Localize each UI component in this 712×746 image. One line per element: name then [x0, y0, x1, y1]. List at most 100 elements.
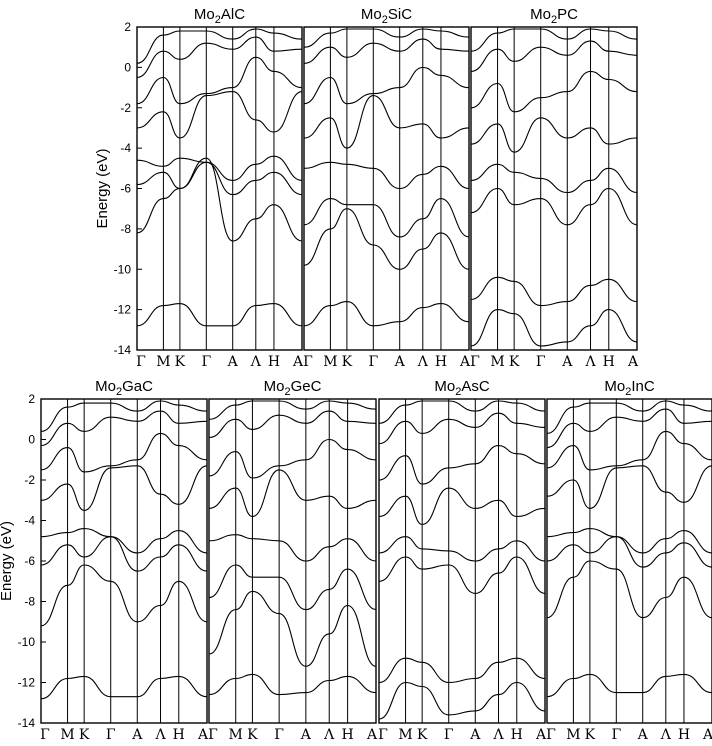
kpoint-label: A: [561, 354, 573, 370]
band-line: [209, 400, 376, 420]
band-line: [209, 534, 376, 562]
kpoint-label: A: [459, 354, 471, 370]
band-line: [304, 38, 469, 64]
kpoint-label: M: [60, 727, 74, 743]
band-line: [209, 673, 376, 696]
band-line: [547, 528, 712, 554]
kpoint-label: Γ: [611, 727, 621, 743]
y-tick-label: 2: [28, 392, 35, 406]
kpoint-label: Γ: [303, 354, 313, 370]
band-line: [379, 536, 545, 562]
kpoint-label: K: [342, 354, 353, 370]
band-line: [137, 157, 302, 242]
band-line: [547, 430, 712, 471]
band-line: [379, 412, 545, 445]
band-lines: [41, 400, 207, 700]
band-line: [304, 208, 469, 270]
kpoint-label: H: [173, 727, 185, 743]
panel-title: Mo2SiC: [361, 6, 412, 26]
panel-title: Mo2AsC: [434, 378, 489, 398]
kpoint-label: Λ: [250, 354, 262, 370]
band-line: [209, 438, 376, 479]
panel-frame: [303, 26, 470, 351]
band-line: [137, 36, 302, 79]
kpoint-label: K: [509, 354, 520, 370]
y-tick-label: -10: [114, 262, 132, 276]
band-line: [471, 276, 637, 307]
band-line: [471, 28, 637, 52]
band-line: [304, 161, 469, 190]
y-tick-label: -12: [114, 303, 132, 317]
panel-title: Mo2GeC: [264, 378, 322, 398]
kpoint-label: Λ: [417, 354, 429, 370]
kpoint-label: Γ: [470, 354, 480, 370]
panel-frame: [136, 26, 303, 351]
panel-title: Mo2PC: [530, 6, 578, 26]
band-line: [137, 303, 302, 327]
kpoint-label: Γ: [40, 727, 50, 743]
kpoint-label: A: [702, 727, 712, 743]
panel-title: Mo2AlC: [194, 6, 245, 26]
y-tick-label: -2: [24, 473, 35, 487]
band-lines: [471, 28, 637, 347]
y-tick-label: -4: [24, 514, 35, 528]
band-line: [41, 400, 207, 432]
band-line: [547, 408, 712, 449]
band-line: [209, 469, 376, 518]
kpoint-label: A: [394, 354, 406, 370]
band-line: [547, 673, 712, 698]
kpoint-label: A: [535, 727, 547, 743]
panel-frame: [378, 398, 546, 724]
kpoint-label: Γ: [106, 727, 116, 743]
kpoint-label: K: [585, 727, 596, 743]
kpoint-label: H: [511, 727, 523, 743]
kpoint-label: Λ: [584, 354, 596, 370]
kpoint-label: M: [156, 354, 170, 370]
kpoint-label: Λ: [154, 727, 166, 743]
kpoint-label: Γ: [378, 727, 388, 743]
kpoint-label: A: [227, 354, 239, 370]
y-tick-label: -8: [120, 222, 131, 236]
band-line: [304, 95, 469, 149]
kpoint-label: K: [175, 354, 186, 370]
kpoint-label: M: [398, 727, 412, 743]
kpoint-label: A: [300, 727, 312, 743]
kpoint-label: A: [627, 354, 639, 370]
band-line: [547, 465, 712, 509]
y-tick-label: -12: [18, 676, 36, 690]
band-line: [471, 117, 637, 153]
kpoint-label: Λ: [323, 727, 335, 743]
band-line: [547, 400, 712, 434]
band-line: [471, 70, 637, 113]
band-line: [547, 560, 712, 619]
kpoint-label: A: [197, 727, 209, 743]
band-line: [379, 445, 545, 485]
kpoint-label: K: [417, 727, 428, 743]
band-line: [209, 564, 376, 611]
band-line: [41, 675, 207, 700]
kpoint-label: K: [247, 727, 258, 743]
y-axis-label: Energy (eV): [94, 148, 111, 228]
kpoint-label: Γ: [136, 354, 146, 370]
kpoint-label: H: [678, 727, 690, 743]
band-line: [379, 487, 545, 526]
band-line: [209, 410, 376, 439]
kpoint-label: H: [435, 354, 447, 370]
band-line: [41, 465, 207, 511]
panel-frame: [470, 26, 638, 351]
band-line: [471, 187, 637, 226]
band-line: [304, 198, 469, 238]
kpoint-label: A: [469, 727, 481, 743]
y-tick-label: 2: [124, 20, 131, 34]
band-line: [209, 590, 376, 667]
y-tick-label: -2: [120, 101, 131, 115]
kpoint-label: Γ: [546, 727, 556, 743]
band-line: [471, 40, 637, 72]
band-line: [137, 56, 302, 105]
panel-frame: [208, 398, 377, 724]
band-line: [304, 301, 469, 327]
